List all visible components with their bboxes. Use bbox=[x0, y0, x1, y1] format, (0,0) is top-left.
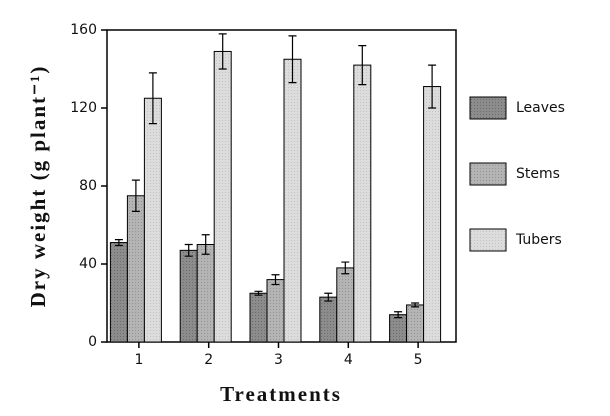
x-tick-label: 1 bbox=[134, 352, 143, 368]
error-bar bbox=[254, 290, 263, 296]
error-bar bbox=[358, 45, 367, 86]
bar-texture bbox=[389, 314, 407, 342]
error-bar bbox=[288, 35, 297, 84]
x-axis-title: Treatments bbox=[220, 382, 342, 406]
error-bar bbox=[411, 302, 420, 308]
y-tick-label: 0 bbox=[88, 334, 97, 350]
bar-texture bbox=[250, 293, 267, 342]
bar-texture bbox=[127, 195, 145, 342]
error-bar bbox=[131, 179, 140, 212]
error-bar bbox=[148, 72, 157, 125]
x-tick-label: 5 bbox=[414, 352, 423, 368]
bar-texture bbox=[319, 297, 337, 342]
bar-texture bbox=[336, 267, 354, 342]
y-tick-label: 80 bbox=[79, 178, 97, 194]
error-bar bbox=[394, 311, 403, 319]
bar-texture bbox=[197, 244, 215, 342]
error-bar bbox=[271, 274, 280, 286]
error-bar bbox=[201, 234, 210, 255]
bar-texture bbox=[406, 304, 424, 342]
bar-texture bbox=[214, 51, 232, 342]
bar-texture bbox=[267, 279, 284, 342]
error-bar bbox=[341, 261, 350, 275]
x-tick-label: 2 bbox=[204, 352, 213, 368]
error-bar bbox=[114, 239, 123, 247]
error-bar bbox=[324, 292, 333, 302]
bar-texture bbox=[284, 59, 301, 342]
error-bar bbox=[428, 64, 437, 109]
x-tick-label: 4 bbox=[344, 352, 353, 368]
y-tick-label: 120 bbox=[70, 100, 97, 116]
error-bar bbox=[184, 243, 193, 257]
legend-texture bbox=[470, 97, 506, 119]
bar-texture bbox=[110, 242, 128, 342]
y-axis-title: Dry weight (g plant⁻¹) bbox=[26, 65, 50, 308]
legend-label: Tubers bbox=[515, 232, 562, 248]
y-tick-label: 160 bbox=[70, 22, 97, 38]
x-tick-label: 3 bbox=[274, 352, 283, 368]
bar-texture bbox=[353, 65, 371, 342]
bar-texture bbox=[144, 98, 162, 342]
error-bar bbox=[218, 33, 227, 70]
bar-texture bbox=[180, 250, 198, 342]
bar-texture bbox=[423, 86, 441, 342]
legend-label: Leaves bbox=[516, 100, 565, 116]
legend-label: Stems bbox=[516, 166, 560, 182]
y-tick-label: 40 bbox=[79, 256, 97, 272]
legend-texture bbox=[470, 163, 506, 185]
legend-texture bbox=[470, 229, 506, 251]
